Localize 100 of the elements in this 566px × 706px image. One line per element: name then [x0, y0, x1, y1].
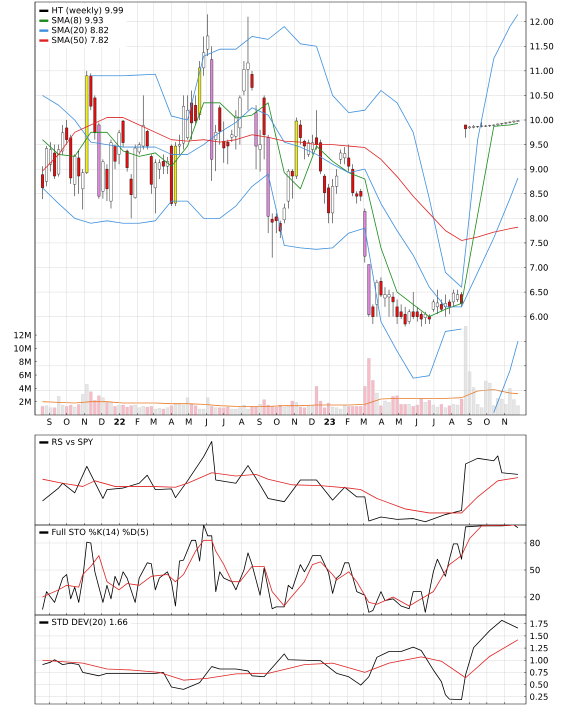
y-tick-label: 7.00 — [530, 264, 548, 271]
bar — [508, 388, 512, 416]
y-tick-label: 10.00 — [530, 116, 554, 124]
x-tick-label: S — [257, 418, 262, 425]
bar — [395, 396, 399, 416]
y2-tick-label: 4M — [19, 385, 31, 392]
bar — [113, 406, 117, 416]
candlestick — [222, 121, 226, 164]
y-tick-label: 8.50 — [530, 190, 548, 197]
bar — [238, 408, 242, 416]
y2-tick-label: 6M — [19, 372, 31, 378]
y2-tick-label: 8M — [19, 358, 31, 365]
y-tick-label: 10.50 — [530, 92, 554, 99]
legend-label: SMA(20) 8.82 — [52, 26, 108, 34]
y-tick-label: 20 — [530, 594, 540, 600]
candlestick — [440, 299, 443, 312]
candlestick — [452, 289, 455, 308]
x-tick-label: F — [136, 418, 140, 425]
bar — [367, 358, 370, 416]
legend-label: RS vs SPY — [52, 438, 94, 445]
candlestick — [355, 191, 358, 204]
bar — [408, 404, 411, 416]
bar — [351, 406, 354, 416]
y-tick-label: 8.00 — [530, 215, 548, 222]
bar — [343, 406, 346, 416]
candlestick — [246, 16, 250, 110]
y-tick-label: 0.50 — [530, 681, 548, 688]
x-tick-label: A — [448, 418, 455, 425]
x-tick-label: M — [360, 418, 367, 425]
candlestick — [302, 139, 306, 160]
y-tick-label: 1.00 — [530, 657, 548, 664]
candlestick — [77, 149, 80, 194]
x-tick-label: D — [99, 418, 105, 425]
x-tick-label: M — [150, 418, 156, 425]
candlestick — [162, 154, 165, 174]
y-tick-label: 6.00 — [530, 313, 548, 320]
x-tick-label: D — [309, 418, 315, 425]
y-tick-label: 0.25 — [530, 694, 548, 700]
candlestick — [359, 188, 362, 202]
bar — [65, 406, 68, 416]
candlestick — [311, 134, 314, 155]
candlestick — [274, 213, 278, 234]
y-tick-label: 9.00 — [530, 166, 548, 172]
line-series — [42, 639, 518, 681]
bar — [158, 408, 161, 416]
bar — [150, 406, 153, 416]
x-tick-label: 23 — [324, 418, 335, 425]
bar — [391, 396, 395, 416]
x-tick-label: 22 — [114, 418, 125, 425]
x-tick-label: J — [204, 418, 207, 426]
candlestick — [456, 289, 459, 302]
x-tick-label: M — [186, 418, 192, 425]
x-tick-label: J — [222, 418, 224, 426]
candlestick — [412, 292, 415, 320]
x-tick-label: F — [346, 418, 350, 425]
candlestick — [388, 289, 390, 317]
candlestick — [339, 149, 342, 165]
x-tick-label: O — [274, 418, 280, 425]
bar — [130, 406, 133, 416]
bar — [412, 406, 415, 416]
candlestick — [444, 294, 447, 317]
legend-label: SMA(50) 7.82 — [52, 36, 108, 44]
bar — [166, 408, 169, 416]
x-tick-label: S — [47, 418, 52, 425]
candlestick — [190, 90, 194, 140]
y2-tick-label: 10M — [14, 345, 31, 352]
candlestick — [392, 292, 394, 317]
x-tick-label: A — [378, 418, 384, 425]
y-tick-label: 1.50 — [530, 632, 548, 640]
y2-tick-label: 2M — [19, 398, 31, 405]
bar — [214, 408, 218, 416]
candlestick — [53, 144, 56, 180]
bar — [109, 402, 113, 416]
x-tick-label: N — [82, 418, 87, 425]
candlestick — [250, 70, 254, 91]
x-tick-label: J — [414, 418, 418, 426]
bar — [97, 396, 100, 416]
candlestick — [428, 314, 431, 324]
candlestick — [343, 146, 346, 165]
bar — [428, 400, 431, 416]
candlestick — [464, 124, 468, 138]
bar — [440, 404, 443, 416]
candlestick — [282, 203, 286, 224]
y-tick-label: 9.50 — [530, 141, 548, 148]
x-tick-label: O — [484, 418, 490, 425]
candlestick — [420, 312, 423, 327]
candlestick — [226, 139, 230, 165]
x-tick-label: A — [168, 418, 174, 425]
y-tick-label: 1.75 — [530, 620, 548, 627]
y-tick-label: 11.50 — [530, 43, 554, 50]
x-tick-label: J — [432, 418, 434, 426]
y-tick-label: 6.50 — [530, 288, 548, 296]
y-tick-label: 1.25 — [530, 644, 548, 652]
candlestick — [408, 309, 411, 324]
bar — [218, 408, 222, 416]
candlestick — [396, 299, 399, 324]
bar — [142, 406, 145, 416]
legend-label: Full STO %K(14) %D(5) — [52, 528, 148, 536]
x-tick-label: S — [467, 418, 472, 425]
y-tick-label: 7.50 — [530, 240, 548, 246]
